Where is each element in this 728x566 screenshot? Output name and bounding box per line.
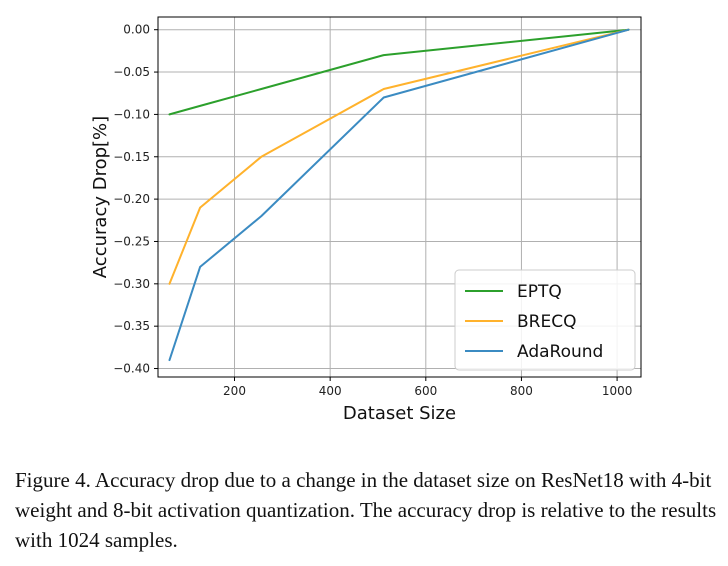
y-tick-label: −0.05 [113,65,150,79]
legend-label-eptq: EPTQ [517,282,562,302]
y-tick-label: −0.35 [113,319,150,333]
series-lines [168,28,630,362]
figure-caption: Figure 4. Accuracy drop due to a change … [15,468,717,552]
x-tick-label: 600 [414,384,437,398]
x-tick-label: 800 [510,384,533,398]
x-tick-label: 200 [223,384,246,398]
x-tick-label: 1000 [602,384,633,398]
legend-label-adaround: AdaRound [517,342,603,362]
series-line-adaround [168,28,630,362]
legend-label-brecq: BRECQ [517,312,576,332]
y-axis-title: Accuracy Drop[%] [90,116,111,278]
legend: EPTQ BRECQ AdaRound [454,269,636,371]
legend-box [454,269,636,371]
y-tick-label: −0.20 [113,192,150,206]
y-tick-label: −0.40 [113,362,150,376]
axis-ticks: 200 400 600 800 1000 0.00 −0.05 −0.10 −0.15 −0.20… [113,23,632,398]
line-chart: 200 400 600 800 1000 0.00 −0.05 −0.10 −0.15 −0.20… [90,16,642,424]
plot-area [157,16,642,378]
series-line-brecq [168,28,630,285]
x-tick-label: 400 [319,384,342,398]
y-tick-label: 0.00 [123,23,150,37]
y-tick-label: −0.15 [113,150,150,164]
series-line-eptq [168,28,630,116]
y-tick-label: −0.10 [113,107,150,121]
y-tick-label: −0.30 [113,277,150,291]
y-tick-label: −0.25 [113,234,150,248]
x-axis-title: Dataset Size [343,403,456,424]
